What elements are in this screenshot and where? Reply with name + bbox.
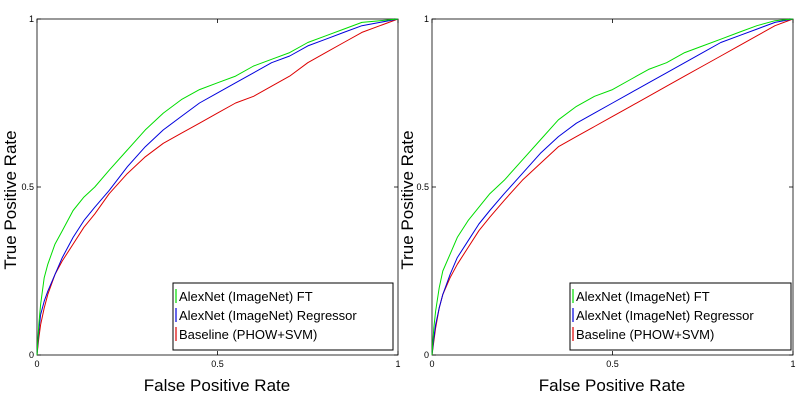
x-tick-label: 0.5 xyxy=(211,359,224,369)
y-tick-label: 1 xyxy=(424,14,429,24)
x-axis-label: False Positive Rate xyxy=(539,376,685,395)
x-tick-label: 0.5 xyxy=(606,359,619,369)
y-tick-label: 0.5 xyxy=(416,182,429,192)
series-line-2 xyxy=(36,18,399,356)
legend-entry-3: Baseline (PHOW+SVM) xyxy=(576,327,714,342)
y-tick-label: 0.5 xyxy=(21,182,34,192)
series-line-2 xyxy=(431,18,794,356)
series-line-3 xyxy=(36,18,399,356)
x-axis-label: False Positive Rate xyxy=(144,376,290,395)
legend-entry-2: AlexNet (ImageNet) Regressor xyxy=(576,308,754,323)
y-tick-label: 0 xyxy=(424,350,429,360)
y-tick-label: 0 xyxy=(29,350,34,360)
x-tick-label: 0 xyxy=(34,359,39,369)
series-line-1 xyxy=(36,18,399,356)
series-line-1 xyxy=(431,18,794,356)
x-tick-label: 1 xyxy=(790,359,795,369)
legend-entry-1: AlexNet (ImageNet) FT xyxy=(179,289,313,304)
legend-entry-3: Baseline (PHOW+SVM) xyxy=(179,327,317,342)
y-axis-label: True Positive Rate xyxy=(1,130,20,269)
y-tick-label: 1 xyxy=(29,14,34,24)
legend-box xyxy=(172,282,394,351)
x-tick-label: 1 xyxy=(395,359,400,369)
y-axis-label: True Positive Rate xyxy=(398,130,417,269)
legend-box xyxy=(569,282,792,351)
legend-entry-1: AlexNet (ImageNet) FT xyxy=(576,289,710,304)
x-tick-label: 0 xyxy=(429,359,434,369)
legend-entry-2: AlexNet (ImageNet) Regressor xyxy=(179,308,357,323)
